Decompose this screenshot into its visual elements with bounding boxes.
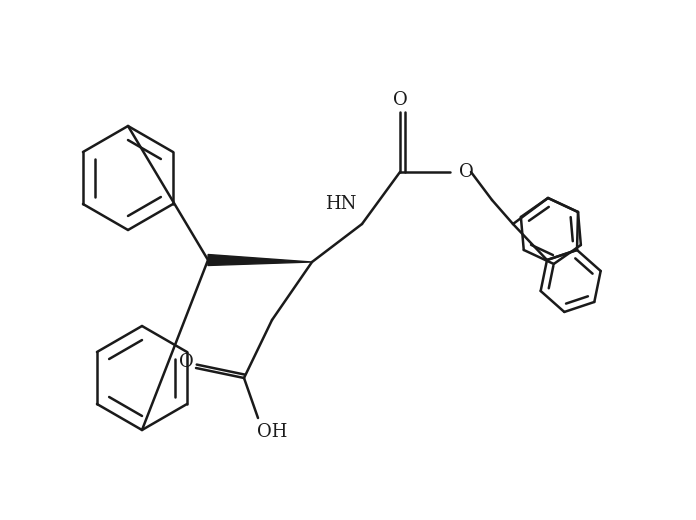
Text: O: O	[459, 163, 474, 181]
Text: O: O	[179, 353, 193, 371]
Text: O: O	[393, 91, 407, 109]
Text: HN: HN	[324, 195, 356, 213]
Polygon shape	[208, 254, 312, 266]
Text: OH: OH	[257, 423, 287, 441]
